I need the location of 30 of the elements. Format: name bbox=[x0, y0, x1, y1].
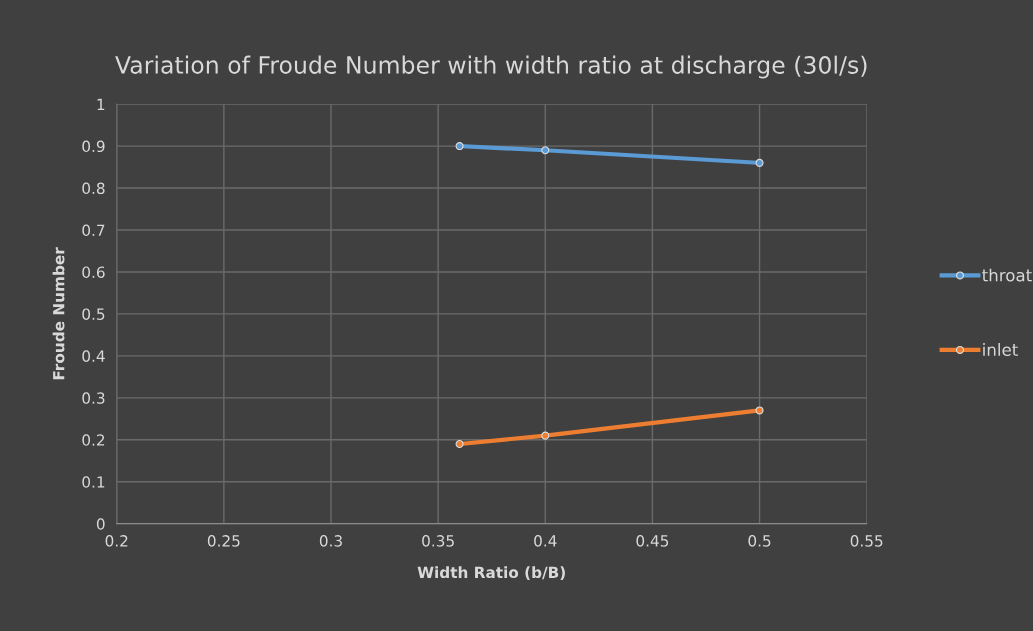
x-tick-label: 0.55 bbox=[850, 535, 883, 547]
point bbox=[541, 146, 550, 155]
x-tick-label: 0.35 bbox=[422, 535, 454, 547]
y-tick-label: 0.1 bbox=[82, 476, 105, 488]
y-tick-label: 0.2 bbox=[82, 434, 105, 446]
x-tick-label: 0.3 bbox=[319, 535, 342, 547]
x-tick-label: 0.45 bbox=[636, 535, 669, 547]
x-tick-label: 0.2 bbox=[105, 535, 128, 547]
y-tick-label: 0.4 bbox=[82, 350, 105, 362]
y-tick-label: 0.7 bbox=[82, 224, 105, 237]
chart-title: Variation of Froude Number with width ratio at discharge (30l/s) bbox=[115, 55, 867, 79]
point bbox=[455, 439, 464, 449]
y-axis-title: Froude Number bbox=[52, 247, 65, 380]
y-tick-label: 0.6 bbox=[82, 266, 105, 278]
point bbox=[455, 142, 464, 151]
x-tick-label: 0.25 bbox=[207, 535, 240, 547]
y-tick-label: 1 bbox=[97, 98, 105, 110]
x-tick-label: 0.4 bbox=[534, 535, 557, 547]
y-tick-label: 0.3 bbox=[82, 392, 105, 404]
legend-label: throat bbox=[982, 268, 1032, 282]
point bbox=[755, 406, 764, 415]
y-tick-label: 0.9 bbox=[82, 140, 105, 153]
y-tick-label: 0.8 bbox=[82, 182, 105, 195]
point bbox=[755, 158, 764, 167]
point bbox=[541, 431, 550, 440]
x-tick-label: 0.5 bbox=[748, 535, 771, 547]
x-axis-title: Width Ratio (b/B) bbox=[417, 566, 565, 580]
y-tick-label: 0 bbox=[96, 518, 105, 530]
legend-label: inlet bbox=[983, 343, 1018, 356]
y-tick-label: 0.5 bbox=[82, 308, 105, 320]
